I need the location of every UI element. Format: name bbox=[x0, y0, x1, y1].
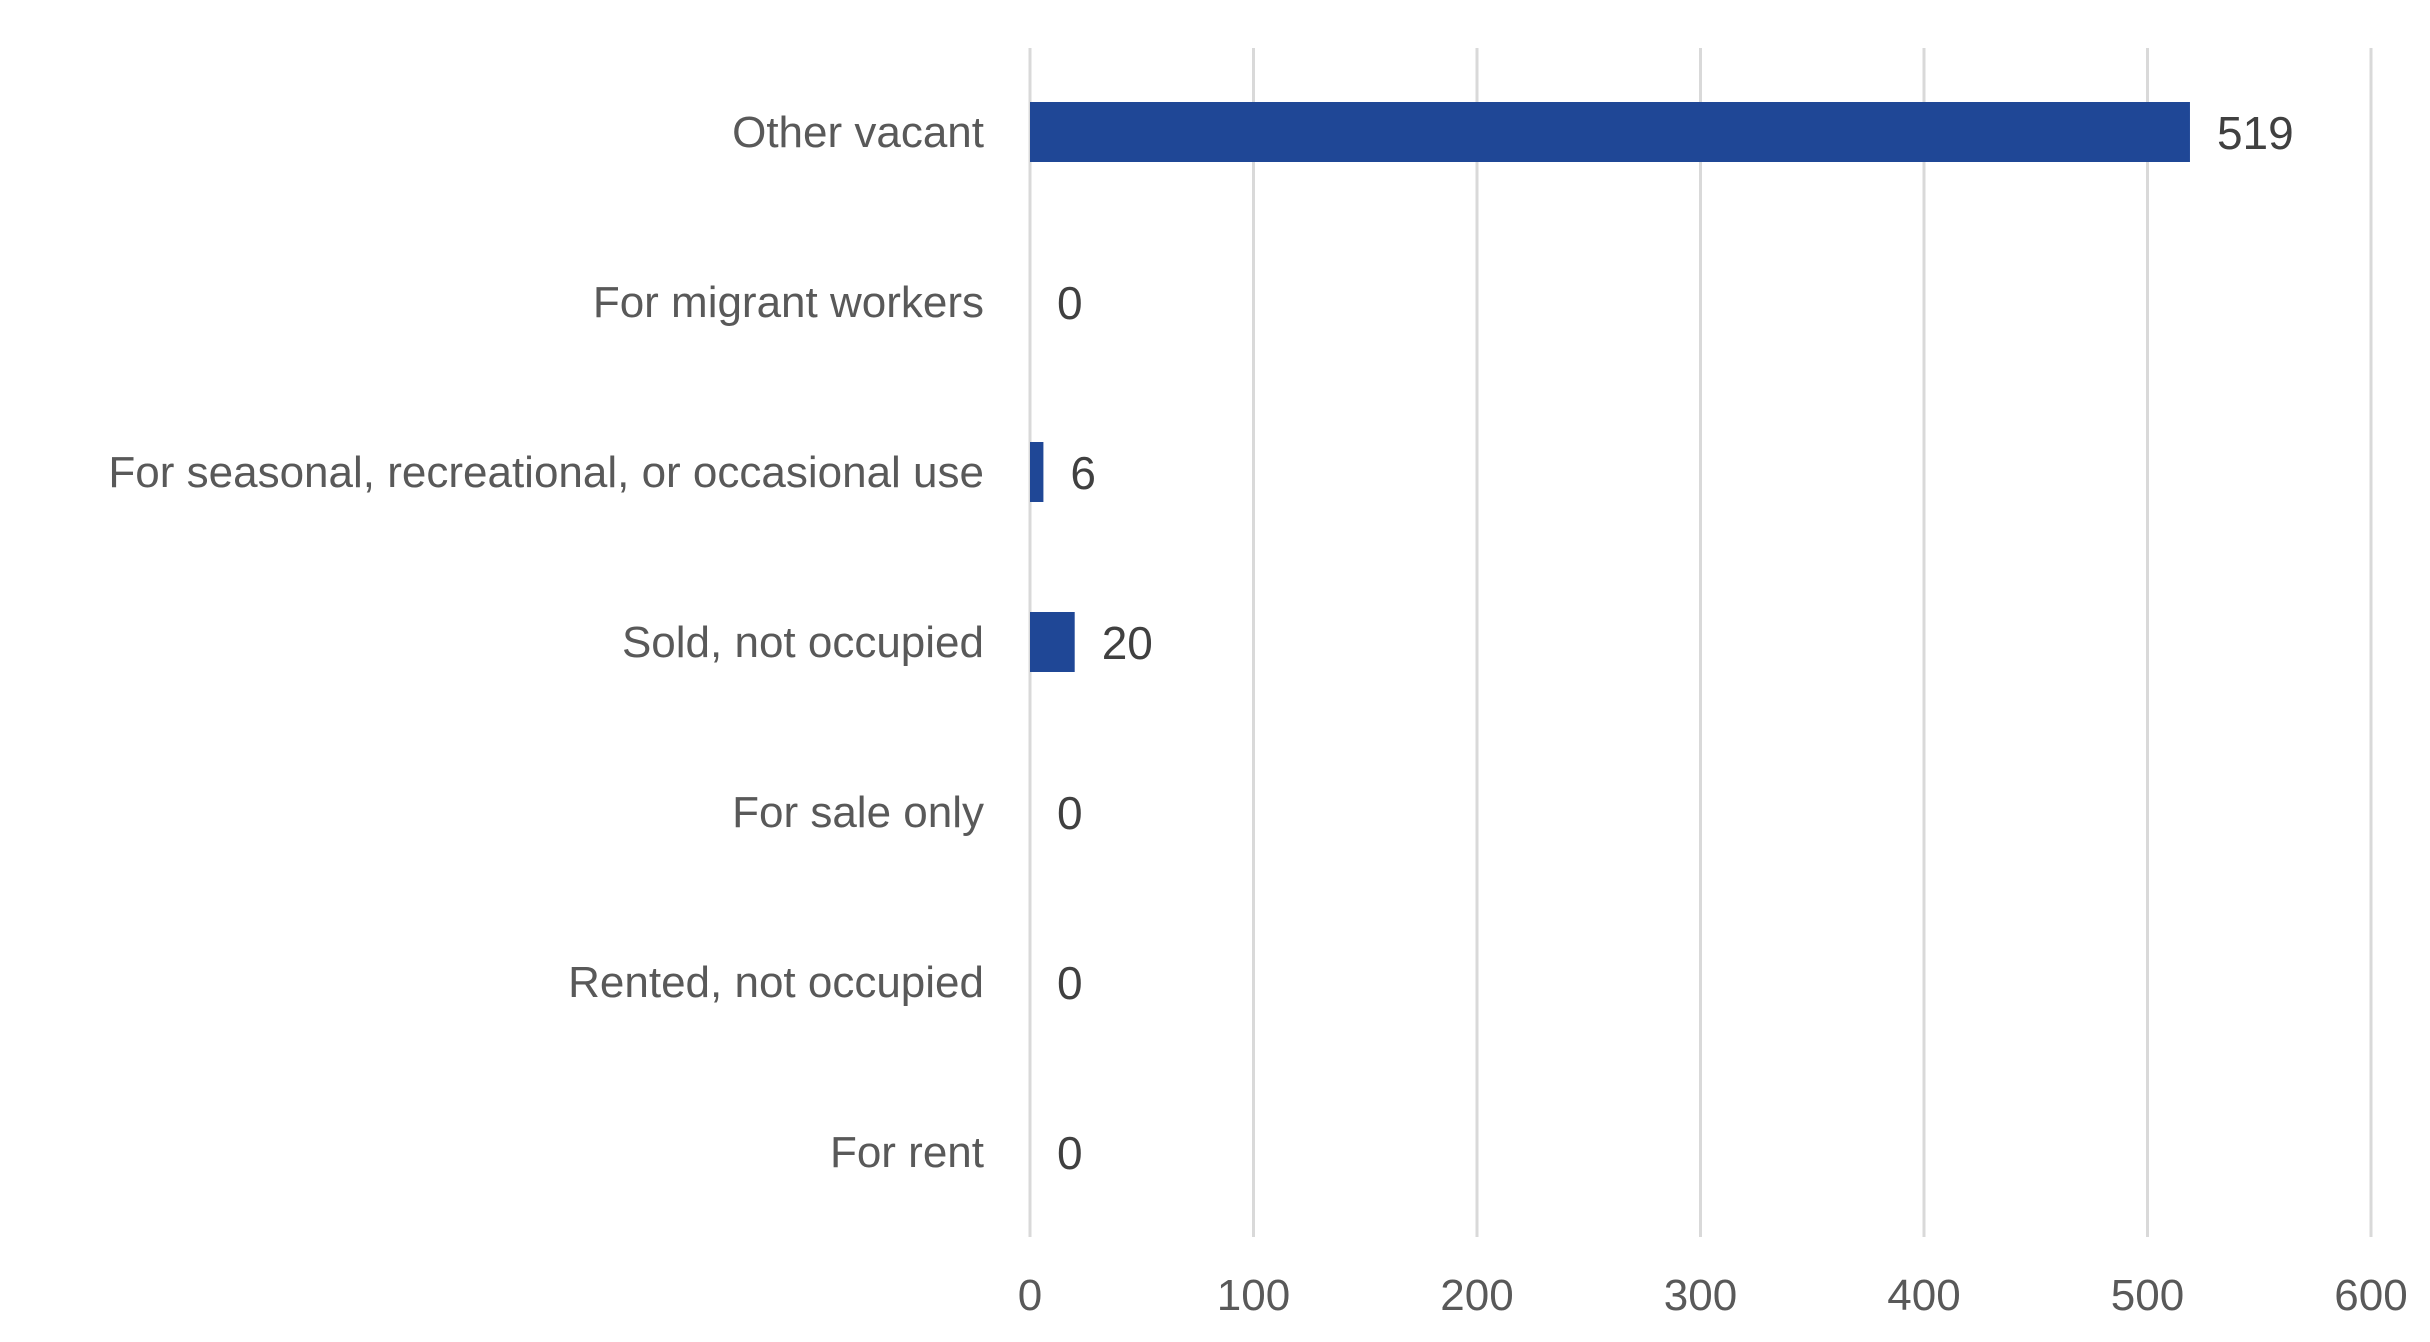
bars bbox=[1030, 102, 2190, 672]
category-label-other-vacant: Other vacant bbox=[732, 108, 984, 157]
data-label-for-sale-only: 0 bbox=[1057, 787, 1083, 839]
category-label-for-sale-only: For sale only bbox=[732, 788, 984, 837]
x-tick-label-300: 300 bbox=[1664, 1271, 1737, 1320]
category-label-rented-not-occupied: Rented, not occupied bbox=[568, 958, 984, 1007]
bar-for-seasonal-recreational-or-occasional-use bbox=[1030, 442, 1044, 502]
category-label-for-seasonal-recreational-or-occasional-use: For seasonal, recreational, or occasiona… bbox=[108, 448, 984, 497]
data-labels: 519 0 6 20 0 0 0 bbox=[1057, 107, 2294, 1179]
x-axis-tick-labels: 0 100 200 300 400 500 600 bbox=[1018, 1271, 2408, 1320]
x-tick-label-600: 600 bbox=[2334, 1271, 2407, 1320]
category-label-for-migrant-workers: For migrant workers bbox=[593, 278, 984, 327]
data-label-other-vacant: 519 bbox=[2217, 107, 2294, 159]
x-tick-label-100: 100 bbox=[1217, 1271, 1290, 1320]
data-label-for-rent: 0 bbox=[1057, 1127, 1083, 1179]
x-tick-label-0: 0 bbox=[1018, 1271, 1042, 1320]
x-tick-label-500: 500 bbox=[2111, 1271, 2184, 1320]
x-tick-label-200: 200 bbox=[1440, 1271, 1513, 1320]
data-label-for-migrant-workers: 0 bbox=[1057, 277, 1083, 329]
data-label-rented-not-occupied: 0 bbox=[1057, 957, 1083, 1009]
data-label-for-seasonal-recreational-or-occasional-use: 6 bbox=[1070, 447, 1096, 499]
bar-sold-not-occupied bbox=[1030, 612, 1075, 672]
bar-other-vacant bbox=[1030, 102, 2190, 162]
category-label-sold-not-occupied: Sold, not occupied bbox=[622, 618, 984, 667]
data-label-sold-not-occupied: 20 bbox=[1102, 617, 1153, 669]
category-labels: Other vacant For migrant workers For seaso… bbox=[108, 108, 984, 1177]
x-tick-label-400: 400 bbox=[1887, 1271, 1960, 1320]
gridlines bbox=[1028, 48, 2373, 1237]
category-label-for-rent: For rent bbox=[830, 1128, 984, 1177]
